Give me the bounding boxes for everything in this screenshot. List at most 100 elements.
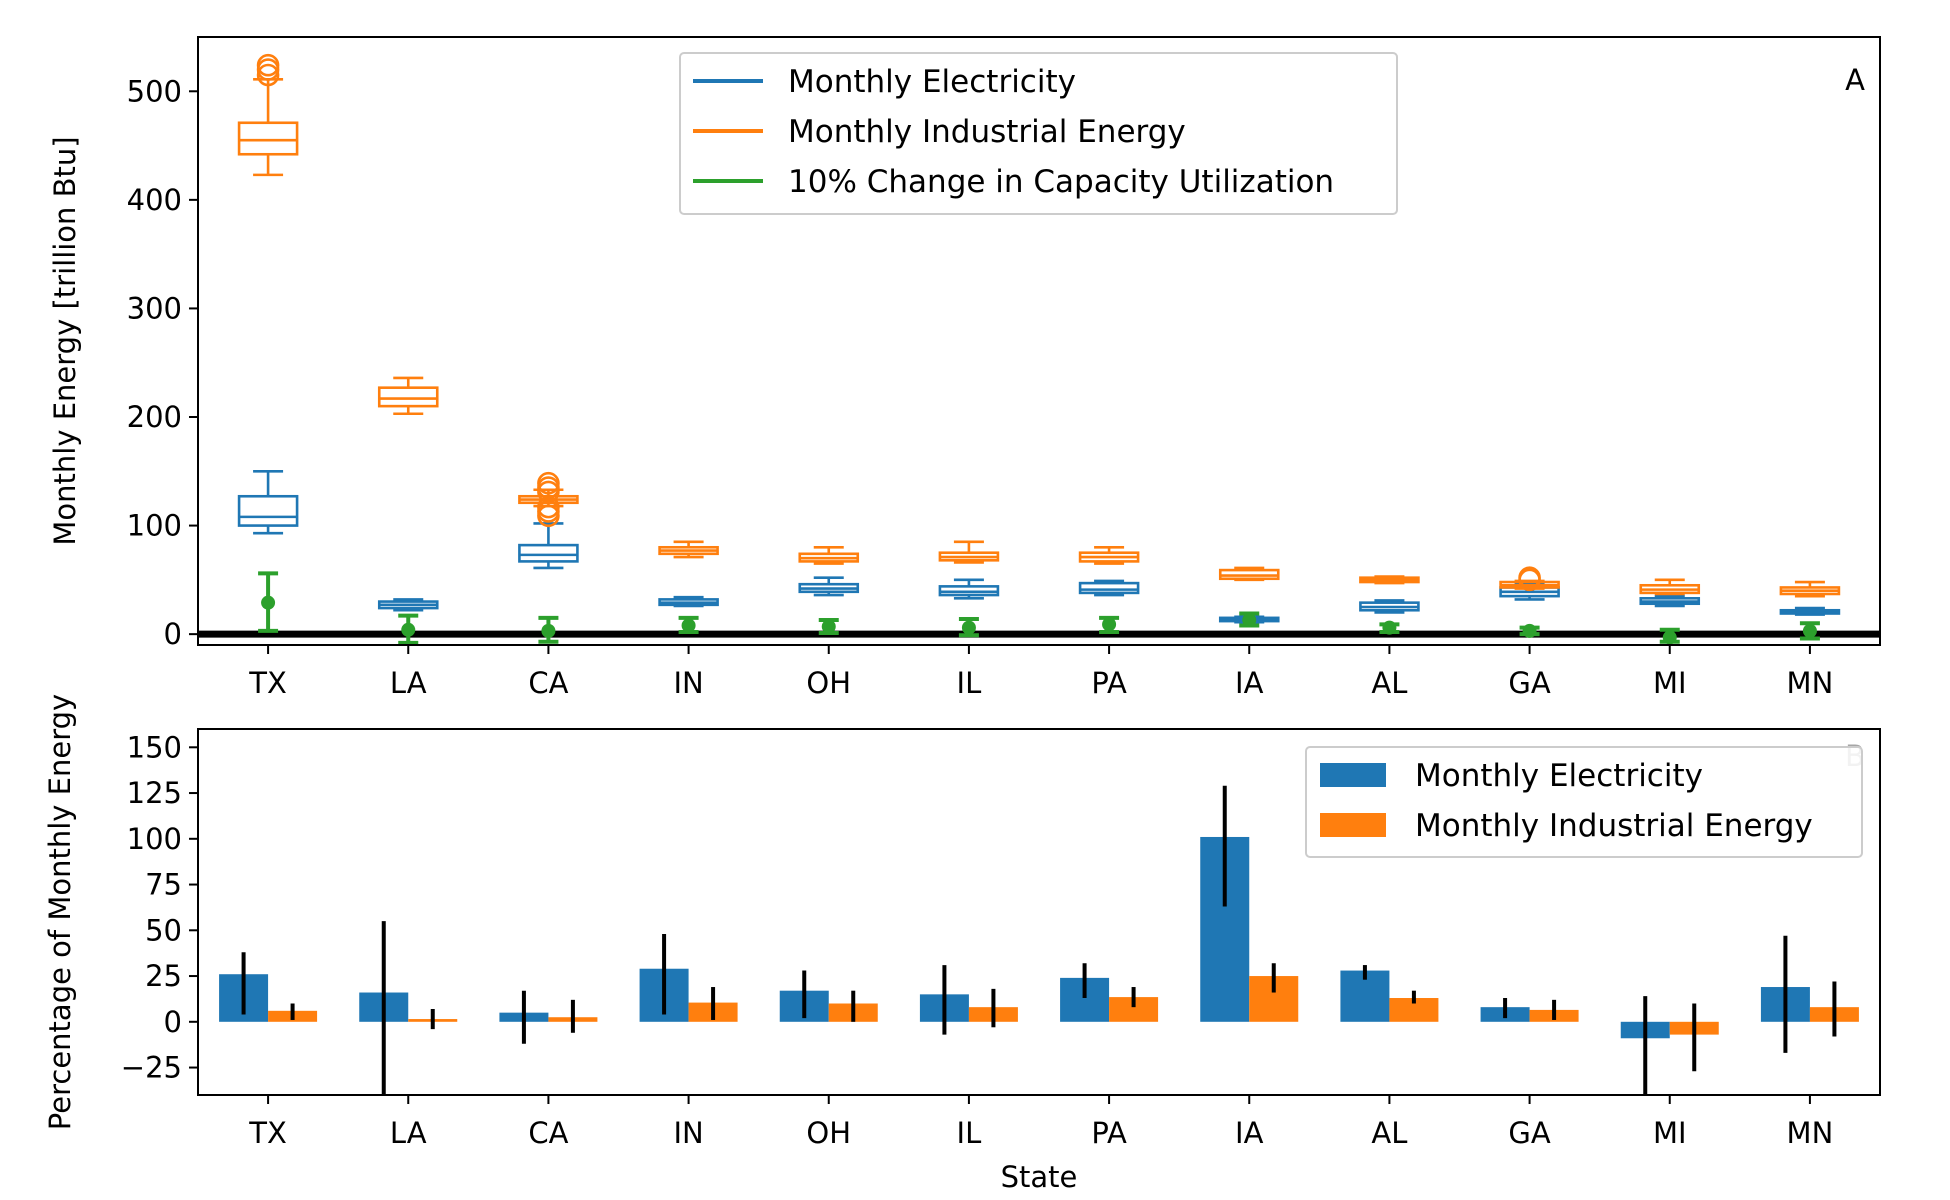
x-tick-label: OH [806,1116,851,1150]
y-tick-label: 500 [127,74,182,108]
legend-patch-industrial [1320,813,1386,837]
legend-label-industrial: Monthly Industrial Energy [788,114,1186,150]
panel-b-y-axis: −25 0 25 50 75 100 125 150 [121,730,198,1085]
boxplot-electricity [1359,599,1420,614]
capacity-errorbar [258,571,279,633]
panel-a-letter: A [1845,63,1865,97]
x-tick-label: IL [957,666,982,700]
panel-a-x-axis: TX LA CA IN OH IL PA IA AL GA MI MN [248,645,1833,700]
box-flier [537,471,560,495]
x-tick-label: CA [528,1116,568,1150]
legend-label-capacity: 10% Change in Capacity Utilization [788,164,1334,200]
y-tick-label: 400 [127,183,182,217]
x-tick-label: TX [248,1116,287,1150]
boxplot-electricity [798,576,860,597]
errorbar-point [1242,613,1257,628]
y-tick-label: 100 [127,822,182,856]
boxplot-electricity [938,578,1000,600]
boxplot-industrial [237,53,299,177]
panel-a-y-axis-label: Monthly Energy [trillion Btu] [48,136,82,545]
boxplot-industrial [1359,575,1420,585]
capacity-errorbar [1099,615,1120,634]
panel-a-legend-frame [679,52,1398,215]
x-tick-label: IN [673,666,703,700]
box-flier [256,63,280,87]
panel-b-frame [197,728,1881,1096]
y-tick-label: 50 [145,913,182,947]
capacity-errorbar [1379,620,1400,635]
boxplot-industrial [1639,578,1701,596]
box-iqr [518,543,579,563]
boxplot-industrial [798,545,860,565]
y-tick-label: 25 [145,959,182,993]
boxplot-electricity [1078,579,1140,597]
y-tick-label: 100 [127,509,182,543]
box-iqr [1078,581,1140,595]
bar-industrial [1389,998,1439,1022]
box-flier [1518,566,1541,589]
boxplot-electricity [518,522,579,570]
errorbar-point [1382,620,1397,635]
boxplot-electricity [1639,594,1701,608]
box-flier [256,53,280,77]
panel-a-y-axis: 0 100 200 300 400 500 [127,74,198,651]
errorbar-point [821,619,836,634]
panel-b-marks [219,785,1859,1095]
x-tick-label: IN [673,1116,703,1150]
boxplot-industrial [1499,566,1560,592]
capacity-errorbar [538,615,559,644]
errorbar-point [961,620,976,635]
x-tick-label: PA [1091,666,1127,700]
boxplot-industrial [377,376,439,416]
boxplot-industrial [518,471,579,528]
capacity-errorbar [818,618,839,636]
errorbar-point [1802,623,1817,638]
errorbar-point [401,622,416,637]
y-tick-label: 0 [164,617,182,651]
panel-b-x-axis: TX LA CA IN OH IL PA IA AL GA MI MN [248,1095,1833,1150]
panel-a-legend: Monthly Electricity Monthly Industrial E… [679,52,1398,215]
panel-b-percentage-bars: −25 0 25 50 75 100 125 150 TX LA CA IN OH IL PA IA AL GA… [43,694,1881,1194]
x-tick-label: LA [390,1116,427,1150]
boxplot-electricity [377,598,439,612]
capacity-errorbar [958,616,979,638]
boxplot-industrial [1078,545,1140,565]
errorbar-point [541,623,556,638]
boxplot-industrial [938,540,1000,564]
errorbar-point [1662,630,1677,645]
x-tick-label: AL [1371,666,1407,700]
x-tick-label: IL [957,1116,982,1150]
x-tick-label: CA [528,666,568,700]
x-tick-label: MN [1787,666,1834,700]
panel-a-marks [198,53,1880,645]
x-tick-label: AL [1371,1116,1407,1150]
x-tick-label: OH [806,666,851,700]
errorbar-point [1102,617,1117,632]
boxplot-electricity [237,469,299,535]
errorbar-point [261,595,276,610]
boxplot-industrial [658,540,719,559]
x-tick-label: TX [248,666,287,700]
x-tick-label: IA [1235,666,1264,700]
capacity-errorbar [678,615,699,634]
box-iqr [237,121,299,156]
box-iqr [377,386,439,408]
x-tick-label: GA [1508,666,1550,700]
boxplot-electricity [658,595,719,608]
x-tick-label: IA [1235,1116,1264,1150]
x-tick-label: PA [1091,1116,1127,1150]
x-tick-label: MN [1787,1116,1834,1150]
y-tick-label: 0 [164,1005,182,1039]
legend-patch-electricity [1320,763,1386,787]
y-tick-label: 125 [127,776,182,810]
errorbar-point [1522,623,1537,638]
y-tick-label: 150 [127,730,182,764]
box-iqr [237,494,299,527]
boxplot-industrial [1218,566,1280,582]
panel-a-energy-boxplot: 0 100 200 300 400 500 TX LA CA IN OH IL PA IA AL GA MI M… [48,36,1881,700]
y-tick-label: 75 [145,868,182,902]
legend-label-industrial: Monthly Industrial Energy [1415,808,1813,844]
capacity-errorbar [1659,627,1680,645]
x-tick-label: GA [1508,1116,1550,1150]
x-tick-label: MI [1653,1116,1687,1150]
